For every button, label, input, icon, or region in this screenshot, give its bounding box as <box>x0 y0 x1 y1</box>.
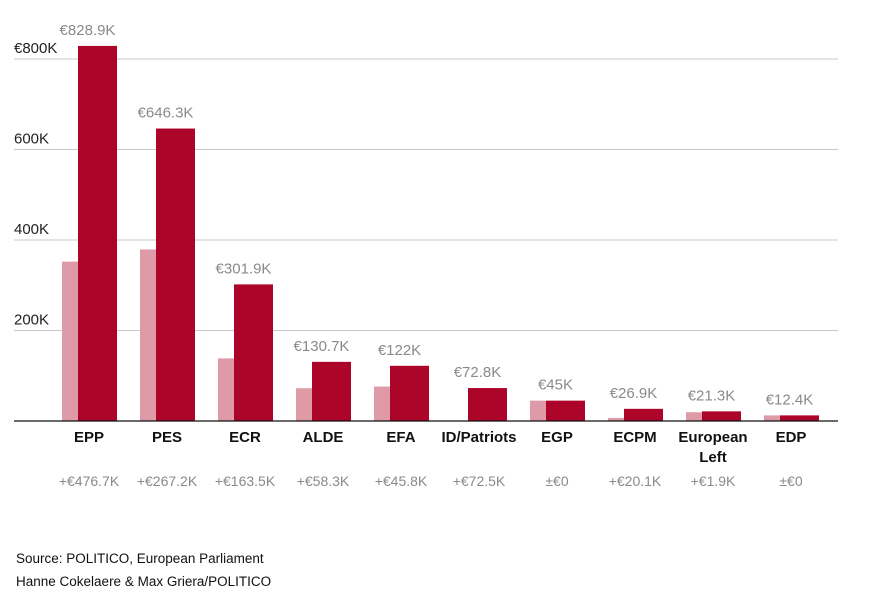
category-label: PES <box>152 429 182 446</box>
value-labels: €828.9K €646.3K €301.9K €130.7K €122K €72.8K €… <box>60 22 814 408</box>
category-label: European <box>678 429 747 446</box>
change-label: +€45.8K <box>375 473 428 489</box>
data-label: €130.7K <box>294 338 350 355</box>
change-label: +€163.5K <box>215 473 276 489</box>
category-labels: EPP PES ECR ALDE EFA ID/Patriots EGP ECPM Europe… <box>74 429 806 466</box>
category-label: Left <box>699 449 727 466</box>
y-tick-label: 200K <box>14 312 49 329</box>
bar-current <box>702 411 741 421</box>
bar-previous <box>62 261 78 421</box>
y-axis-ticks: 200K 400K 600K €800K <box>14 40 57 329</box>
source-note: Source: POLITICO, European Parliament <box>16 551 264 566</box>
category-label: ECPM <box>613 429 656 446</box>
bar-current <box>156 128 195 421</box>
category-label: EPP <box>74 429 104 446</box>
bars <box>62 45 819 421</box>
bar-previous <box>218 358 234 421</box>
change-label: +€476.7K <box>59 473 120 489</box>
change-labels: +€476.7K +€267.2K +€163.5K +€58.3K +€45.8K +€… <box>59 473 803 489</box>
category-label: EGP <box>541 429 573 446</box>
data-label: €72.8K <box>454 364 502 381</box>
change-label: +€267.2K <box>137 473 198 489</box>
data-label: €828.9K <box>60 22 116 39</box>
bar-current <box>468 388 507 421</box>
category-label: ECR <box>229 429 261 446</box>
y-tick-label: 600K <box>14 131 49 148</box>
change-label: +€72.5K <box>453 473 506 489</box>
bar-previous <box>140 249 156 421</box>
bar-previous <box>374 386 390 421</box>
data-label: €12.4K <box>766 391 814 408</box>
category-label: ALDE <box>303 429 344 446</box>
credit-note: Hanne Cokelaere & Max Griera/POLITICO <box>16 574 272 589</box>
bar-current <box>234 284 273 421</box>
category-label: EFA <box>386 429 415 446</box>
change-label: +€20.1K <box>609 473 662 489</box>
change-label: +€1.9K <box>691 473 736 489</box>
change-label: ±€0 <box>779 473 802 489</box>
bar-previous <box>530 400 546 421</box>
bar-current <box>546 400 585 421</box>
bar-previous <box>296 388 312 421</box>
bar-current <box>624 408 663 421</box>
bar-current <box>780 415 819 421</box>
bar-previous <box>686 412 702 421</box>
change-label: +€58.3K <box>297 473 350 489</box>
gridlines <box>14 58 838 331</box>
data-label: €26.9K <box>610 385 658 402</box>
bar-previous <box>608 417 624 421</box>
data-label: €45K <box>538 377 573 394</box>
y-tick-label: 400K <box>14 221 49 238</box>
data-label: €122K <box>378 342 421 359</box>
bar-previous <box>764 415 780 421</box>
data-label: €301.9K <box>216 260 272 277</box>
data-label: €646.3K <box>138 105 194 122</box>
bar-current <box>312 361 351 421</box>
change-label: ±€0 <box>545 473 568 489</box>
bar-current <box>390 365 429 421</box>
category-label: EDP <box>776 429 807 446</box>
data-label: €21.3K <box>688 387 736 404</box>
category-label: ID/Patriots <box>441 429 516 446</box>
bar-current <box>78 45 117 421</box>
y-tick-label: €800K <box>14 40 57 57</box>
